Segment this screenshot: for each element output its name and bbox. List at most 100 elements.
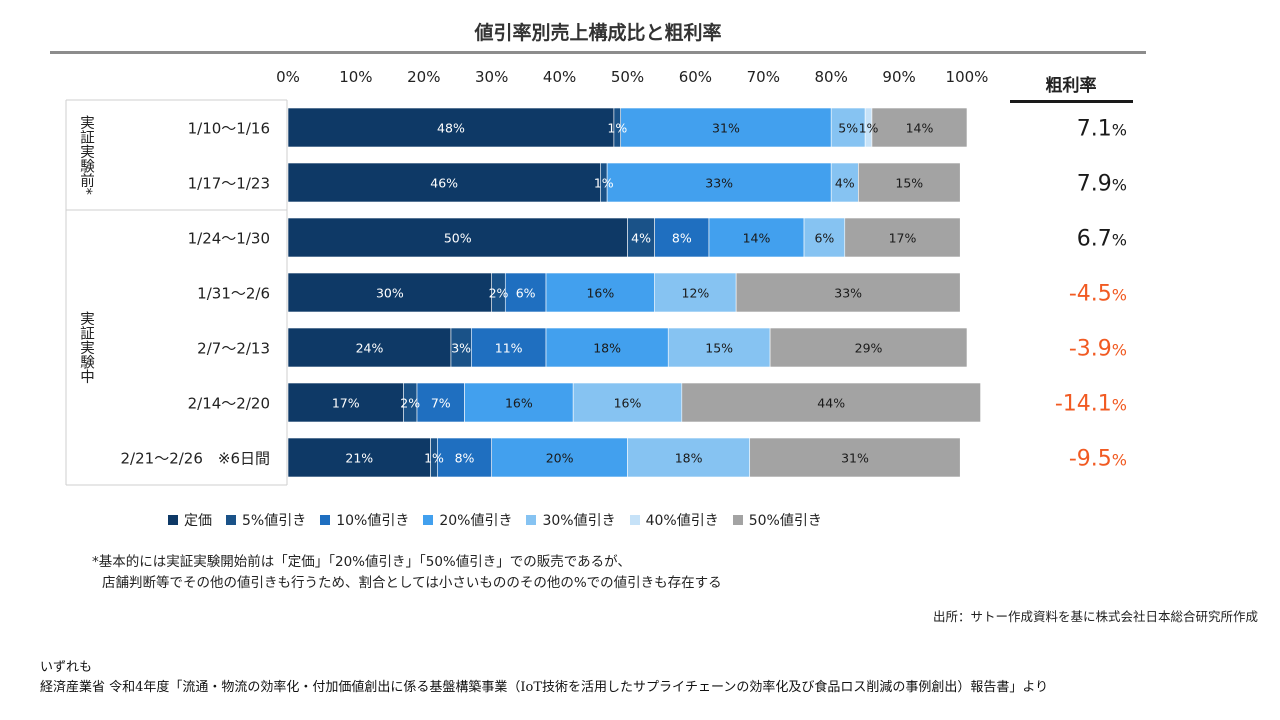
data-label: 44% — [817, 396, 845, 411]
data-label: 31% — [712, 121, 740, 136]
bar-segment — [287, 327, 452, 368]
data-label: 15% — [895, 176, 923, 191]
data-label: 3% — [451, 341, 471, 356]
data-label: 31% — [841, 451, 869, 466]
data-label: 33% — [705, 176, 733, 191]
x-tick-label: 10% — [339, 68, 372, 86]
data-label: 6% — [814, 231, 834, 246]
legend-item: 5%値引き — [226, 510, 306, 530]
x-tick-label: 90% — [882, 68, 915, 86]
data-label: 5% — [838, 121, 858, 136]
x-tick-label: 100% — [946, 68, 989, 86]
bar-segment — [545, 327, 669, 368]
citation-line-1: いずれも — [40, 660, 93, 675]
legend-swatch — [732, 515, 743, 525]
citation-line-2: 経済産業省 令和4年度「流通・物流の効率化・付加価値創出に係る基盤構築事業（Io… — [40, 680, 1049, 695]
category-label: 1/24～1/30 — [188, 230, 270, 248]
data-label: 29% — [855, 341, 883, 356]
data-label: 46% — [430, 176, 458, 191]
legend-swatch — [629, 515, 640, 525]
category-label: 1/31～2/6 — [197, 285, 270, 303]
category-label: 2/14～2/20 — [188, 395, 270, 413]
data-label: 16% — [586, 286, 614, 301]
bar-segment — [769, 327, 968, 368]
gross-margin-number: 6.7 — [1077, 227, 1112, 252]
x-tick-label: 50% — [611, 68, 644, 86]
data-label: 4% — [835, 176, 855, 191]
data-label: 1% — [859, 121, 879, 136]
legend-swatch — [526, 515, 537, 525]
data-label: 18% — [675, 451, 703, 466]
gross-margin-value: 6.7% — [1077, 227, 1127, 252]
category-label: 1/17～1/23 — [188, 175, 270, 193]
bar-segment — [437, 437, 493, 478]
bar-segment — [803, 217, 846, 258]
bar-segment — [504, 272, 547, 313]
data-label: 1% — [424, 451, 444, 466]
chart-legend: 定価 5%値引き 10%値引き 20%値引き 30%値引き 40%値引き 50%値引き — [168, 510, 822, 530]
bar-segment — [572, 382, 683, 423]
x-tick-label: 70% — [747, 68, 780, 86]
footnote-line-2: 店舗判断等でその他の値引きも行うため、割合としては小さいもののその他の%での値引… — [102, 575, 722, 591]
x-tick-label: 20% — [407, 68, 440, 86]
data-label: 21% — [345, 451, 373, 466]
bar-segment — [654, 217, 710, 258]
gross-margin-unit: % — [1112, 396, 1127, 415]
legend-item: 30%値引き — [526, 510, 616, 530]
bar-segment — [708, 217, 805, 258]
group-label: 実証実験前* — [78, 115, 94, 195]
footnote: *基本的には実証実験開始前は「定価」「20%値引き」「50%値引き」での販売であ… — [92, 552, 722, 594]
gross-margin-value: 7.1% — [1077, 117, 1127, 142]
data-label: 8% — [672, 231, 692, 246]
gross-margin-unit: % — [1112, 341, 1127, 360]
legend-item: 40%値引き — [629, 510, 719, 530]
category-label: 2/7～2/13 — [197, 340, 270, 358]
data-label: 17% — [332, 396, 360, 411]
legend-item: 10%値引き — [320, 510, 409, 530]
data-label: 50% — [444, 231, 472, 246]
gross-margin-value: 7.9% — [1077, 172, 1127, 197]
data-label: 12% — [682, 286, 710, 301]
chart-title: 値引率別売上構成比と粗利率 — [474, 22, 722, 44]
legend-swatch — [168, 515, 178, 525]
x-tick-label: 0% — [276, 68, 300, 86]
data-label: 8% — [455, 451, 475, 466]
legend-swatch — [226, 515, 236, 525]
legend-item: 50%値引き — [732, 510, 822, 530]
category-label: 1/10～1/16 — [188, 120, 270, 138]
data-label: 16% — [505, 396, 533, 411]
bar-segment — [606, 162, 832, 203]
legend-label: 40%値引き — [645, 513, 719, 529]
data-label: 33% — [834, 286, 862, 301]
data-label: 16% — [614, 396, 642, 411]
gross-margin-number: -4.5 — [1069, 282, 1112, 307]
bar-segment — [416, 382, 465, 423]
legend-label: 20%値引き — [439, 513, 513, 529]
data-label: 15% — [705, 341, 733, 356]
gross-margin-value: -4.5% — [1069, 282, 1127, 307]
source-note: 出所：サトー作成資料を基に株式会社日本総合研究所作成 — [932, 609, 1258, 624]
gross-margin-number: 7.9 — [1077, 172, 1112, 197]
bar-segment — [464, 382, 574, 423]
bar-segment — [287, 437, 431, 478]
bar-segment — [491, 437, 628, 478]
data-label: 24% — [356, 341, 384, 356]
bar-segment — [654, 272, 737, 313]
report-citation: いずれも 経済産業省 令和4年度「流通・物流の効率化・付加価値創出に係る基盤構築… — [40, 658, 1048, 698]
legend-label: 50%値引き — [748, 513, 822, 529]
data-label: 1% — [607, 121, 627, 136]
x-tick-label: 60% — [679, 68, 712, 86]
bar-segment — [681, 382, 981, 423]
gross-margin-number: 7.1 — [1077, 117, 1112, 142]
legend-item: 20%値引き — [423, 510, 512, 530]
side-table-header: 粗利率 — [1046, 75, 1097, 96]
x-tick-label: 40% — [543, 68, 576, 86]
bar-segment — [287, 272, 492, 313]
data-label: 6% — [516, 286, 536, 301]
data-label: 30% — [376, 286, 404, 301]
footnote-line-1: *基本的には実証実験開始前は「定価」「20%値引き」「50%値引き」での販売であ… — [92, 554, 631, 570]
data-label: 14% — [743, 231, 771, 246]
gross-margin-unit: % — [1112, 451, 1127, 470]
data-label: 7% — [431, 396, 451, 411]
group-label: 実証実験中 — [78, 311, 94, 384]
